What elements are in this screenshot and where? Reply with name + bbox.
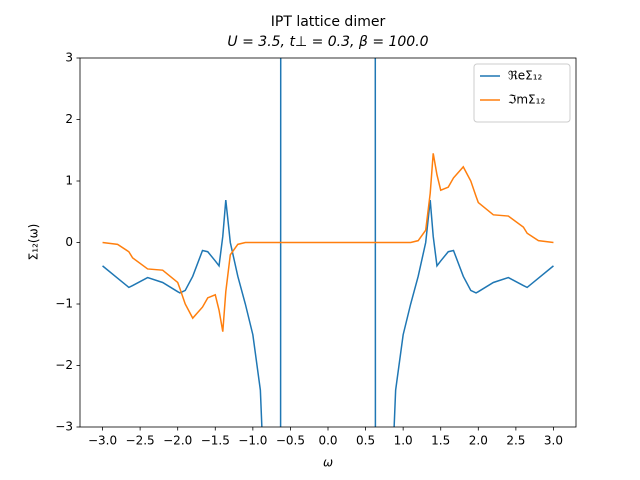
line-series <box>102 58 554 427</box>
y-axis-label: Σ₁₂(ω) <box>27 224 41 261</box>
y-tick-label: 2 <box>65 112 73 126</box>
legend-label: ℑmΣ₁₂ <box>508 93 545 107</box>
x-tick-label: 0.5 <box>356 434 375 448</box>
legend-box <box>473 63 571 123</box>
x-tick-label: −1.5 <box>201 434 230 448</box>
x-tick-label: 1.0 <box>394 434 413 448</box>
legend-label: ℜeΣ₁₂ <box>508 69 543 83</box>
y-tick-label: −2 <box>55 358 73 372</box>
y-tick-label: −1 <box>55 297 73 311</box>
y-tick-label: 1 <box>65 174 73 188</box>
x-tick-label: −1.0 <box>238 434 267 448</box>
x-tick-label: 3.0 <box>544 434 563 448</box>
x-tick-label: −2.0 <box>163 434 192 448</box>
y-tick-label: −3 <box>55 420 73 434</box>
x-tick-label: 0.0 <box>318 434 337 448</box>
y-tick-label: 0 <box>65 235 73 249</box>
x-tick-label: −0.5 <box>276 434 305 448</box>
x-tick-label: 2.5 <box>506 434 525 448</box>
x-tick-label: −3.0 <box>88 434 117 448</box>
x-tick-label: −2.5 <box>126 434 155 448</box>
plot-area <box>102 58 554 427</box>
x-tick-label: 1.5 <box>431 434 450 448</box>
y-tick-label: 3 <box>65 51 73 65</box>
x-tick-label: 2.0 <box>469 434 488 448</box>
chart-subtitle: U = 3.5, t⊥ = 0.3, β = 100.0 <box>227 34 428 50</box>
x-axis-label: ω <box>323 456 333 470</box>
line-series <box>102 153 554 332</box>
chart-title: IPT lattice dimer <box>271 14 386 30</box>
